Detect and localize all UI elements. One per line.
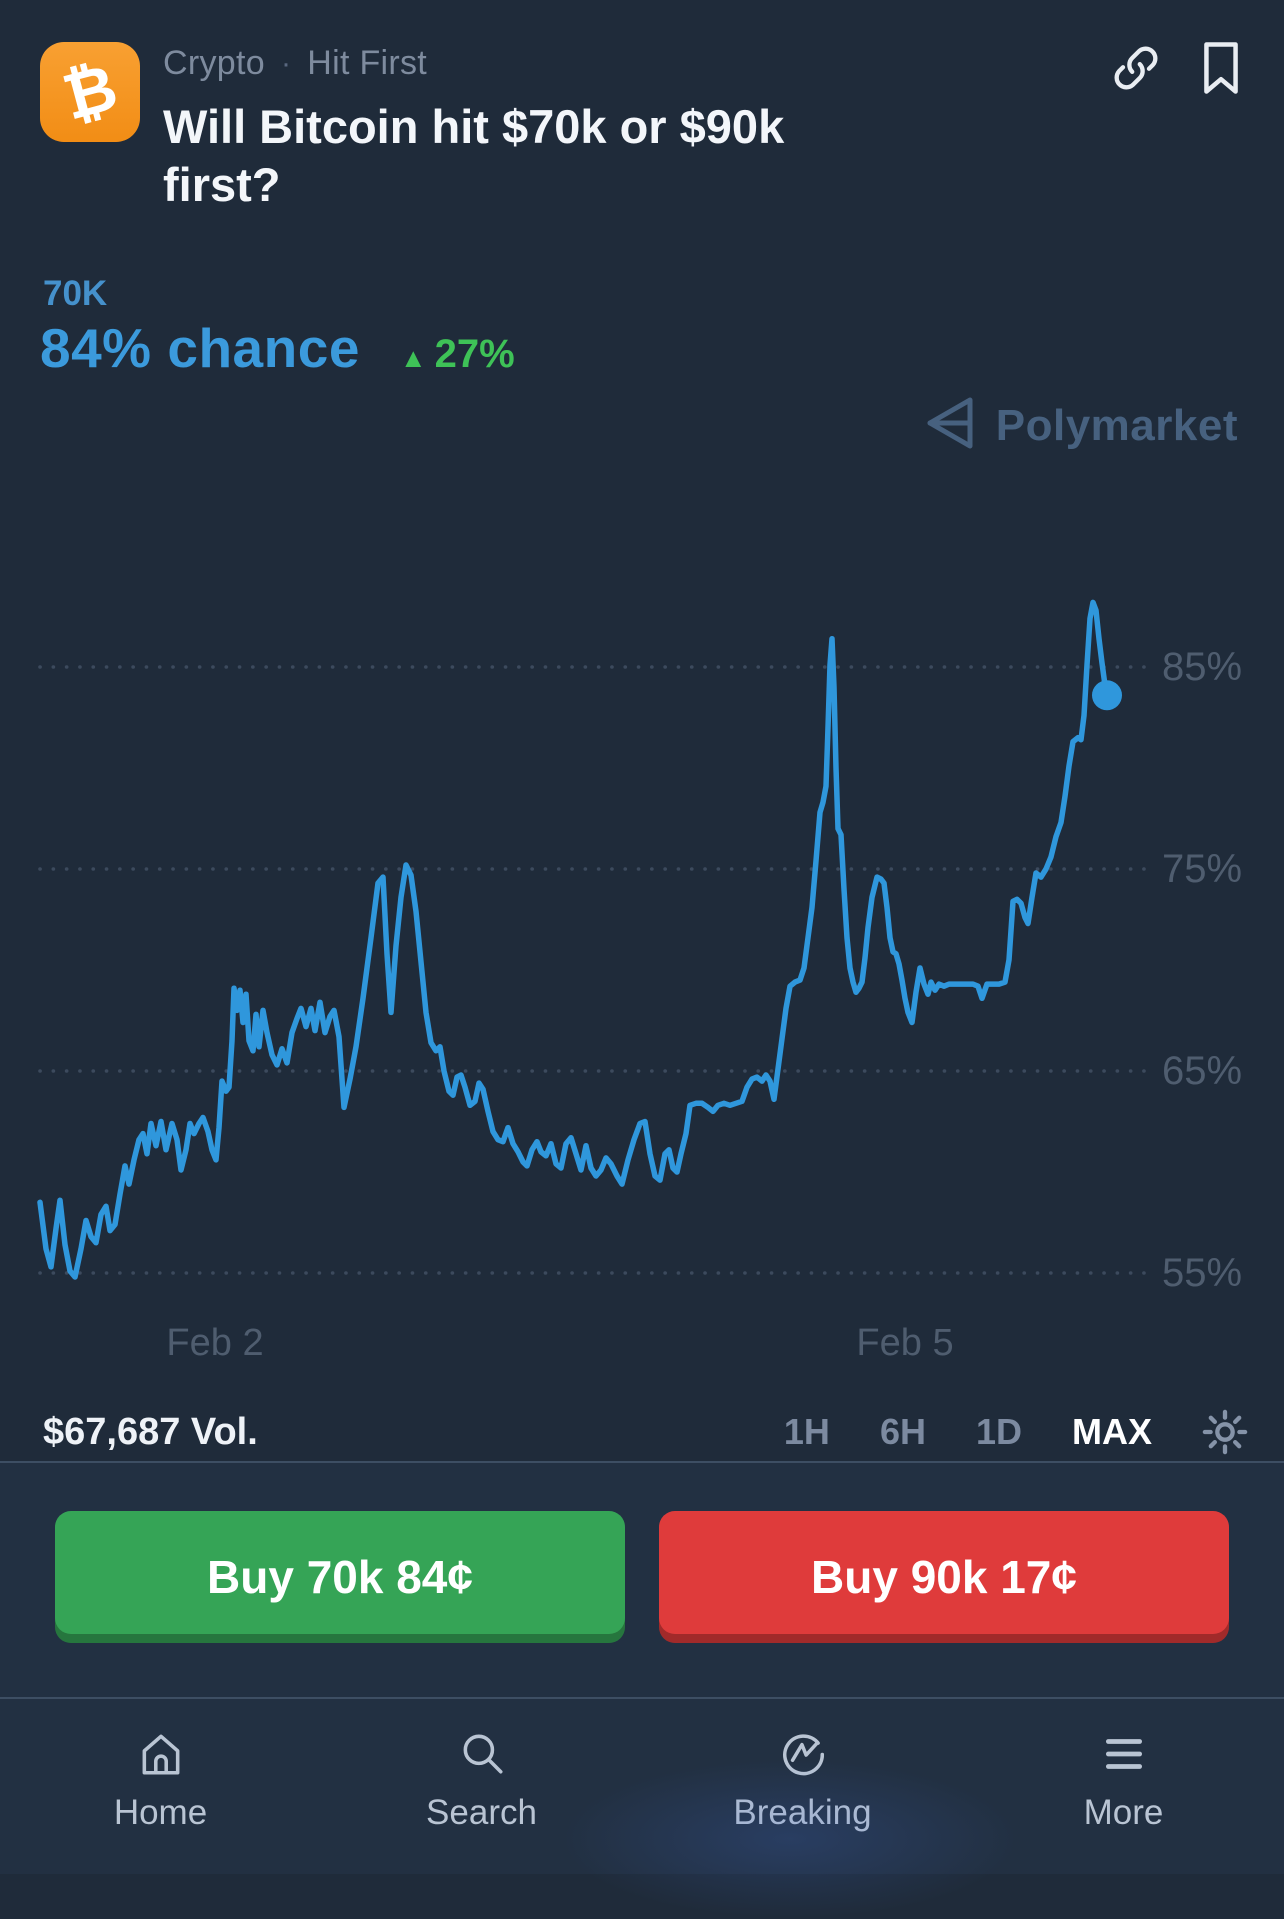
polymarket-wordmark: Polymarket [995,400,1238,450]
chart-footer-row: $67,687 Vol. 1H 6H 1D MAX [0,1404,1284,1460]
polymarket-watermark: Polymarket [922,394,1238,457]
chance-row: 84% chance ▲ 27% [40,316,515,380]
range-selector: 1H 6H 1D MAX [784,1409,1248,1455]
chance-change: ▲ 27% [400,332,515,377]
breadcrumb: Crypto · Hit First [163,44,427,83]
ytick-label-65: 65% [1162,1049,1242,1093]
nav-label-more: More [1083,1793,1164,1832]
volume-label: $67,687 Vol. [43,1410,258,1453]
up-triangle-icon: ▲ [399,343,427,373]
chance-value: 84% chance [40,317,360,379]
probability-chart[interactable]: 85% 75% 65% 55% Feb 2 Feb 5 [0,460,1284,1395]
nav-item-search[interactable]: Search [321,1699,642,1874]
breaking-pulse-icon [778,1729,828,1779]
buy-90k-button[interactable]: Buy 90k 17¢ [659,1511,1229,1643]
bitcoin-symbol: ₿ [55,50,125,134]
nav-label-home: Home [113,1793,208,1832]
range-max[interactable]: MAX [1072,1411,1152,1452]
ytick-label-55: 55% [1162,1251,1242,1295]
range-1d[interactable]: 1D [975,1411,1022,1452]
page-title: Will Bitcoin hit $70k or $90k first? [163,100,785,211]
xtick-label-1: Feb 5 [856,1322,953,1364]
breadcrumb-separator: · [280,46,292,80]
trade-action-bar: Buy 70k 84¢ Buy 90k 17¢ [0,1461,1284,1697]
breadcrumb-subcategory[interactable]: Hit First [307,44,428,82]
nav-item-home[interactable]: Home [0,1699,321,1874]
header-actions [1110,40,1244,96]
change-value: 27% [434,332,515,376]
nav-item-more[interactable]: More [963,1699,1284,1874]
chart-settings-gear-icon[interactable] [1202,1409,1248,1455]
outcome-label: 70K [43,274,108,313]
xtick-label-0: Feb 2 [166,1322,263,1364]
polymarket-logo-icon [922,394,976,457]
chance-line [37,599,1110,1280]
more-menu-icon [1099,1729,1149,1779]
nav-label-breaking: Breaking [733,1793,872,1832]
breadcrumb-category[interactable]: Crypto [163,44,265,82]
ytick-label-85: 85% [1162,645,1242,689]
current-value-dot [1092,680,1122,711]
nav-item-breaking[interactable]: Breaking [642,1699,963,1874]
nav-label-search: Search [426,1793,537,1832]
buy-70k-button[interactable]: Buy 70k 84¢ [55,1511,625,1643]
search-icon [457,1729,507,1779]
range-6h[interactable]: 6H [879,1411,926,1452]
range-1h[interactable]: 1H [783,1411,830,1452]
ytick-label-75: 75% [1162,847,1242,891]
bottom-navigation: Home Search Breaking More [0,1697,1284,1919]
bitcoin-logo: ₿ [40,42,140,142]
bookmark-icon[interactable] [1198,40,1244,96]
home-icon [136,1729,186,1779]
share-link-icon[interactable] [1110,42,1162,94]
